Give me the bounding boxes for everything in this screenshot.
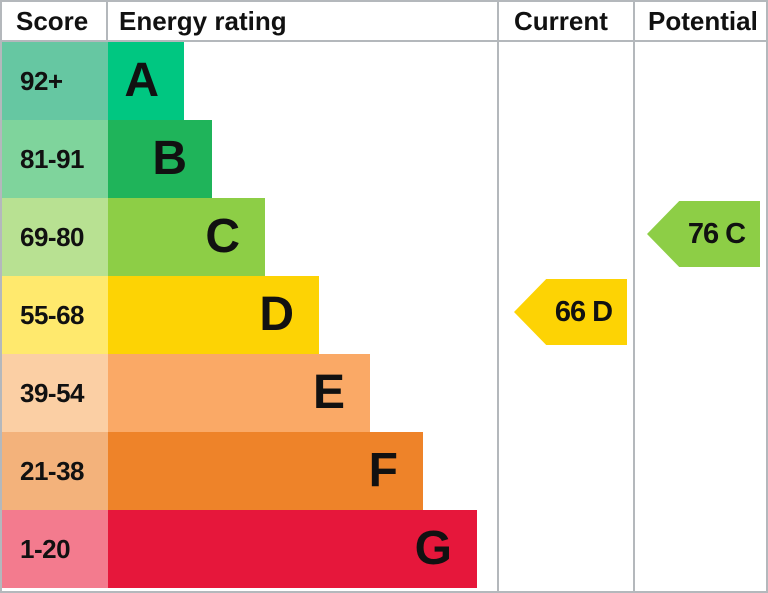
band-bar-c: C <box>108 198 265 276</box>
band-letter: F <box>368 444 398 497</box>
potential-column-header: Potential <box>648 5 758 36</box>
band-score-range: 1-20 <box>2 510 108 588</box>
chart-header: Score Energy rating Current Potential <box>2 2 766 42</box>
potential-rating-label: 76 C <box>687 217 746 250</box>
band-score-range: 92+ <box>2 42 108 120</box>
band-letter: D <box>259 288 294 341</box>
current-column-divider <box>497 2 499 591</box>
band-letter: C <box>205 210 240 263</box>
band-row-g: 1-20 G <box>2 510 499 588</box>
energy-rating-column-header: Energy rating <box>119 5 287 36</box>
chart-body: 92+ A 81-91 B 69-80 C 55-68 D 39-54 E 21… <box>2 42 766 588</box>
band-score-range: 69-80 <box>2 198 108 276</box>
band-score-range: 81-91 <box>2 120 108 198</box>
band-row-f: 21-38 F <box>2 432 499 510</box>
current-rating-label: 66 D <box>554 295 613 328</box>
band-score-range: 55-68 <box>2 276 108 354</box>
band-letter: A <box>124 54 159 107</box>
potential-column-divider <box>633 2 635 591</box>
score-column-header: Score <box>2 2 108 40</box>
band-bar-g: G <box>108 510 477 588</box>
band-bar-a: A <box>108 42 184 120</box>
band-row-a: 92+ A <box>2 42 499 120</box>
band-score-range: 21-38 <box>2 432 108 510</box>
current-column-header: Current <box>514 5 608 36</box>
band-bar-e: E <box>108 354 370 432</box>
band-row-e: 39-54 E <box>2 354 499 432</box>
band-row-d: 55-68 D <box>2 276 499 354</box>
band-score-range: 39-54 <box>2 354 108 432</box>
band-row-b: 81-91 B <box>2 120 499 198</box>
band-letter: G <box>414 522 452 575</box>
band-row-c: 69-80 C <box>2 198 499 276</box>
band-bar-d: D <box>108 276 319 354</box>
band-bar-b: B <box>108 120 212 198</box>
band-letter: E <box>312 366 345 419</box>
band-bar-f: F <box>108 432 423 510</box>
band-letter: B <box>152 132 187 185</box>
